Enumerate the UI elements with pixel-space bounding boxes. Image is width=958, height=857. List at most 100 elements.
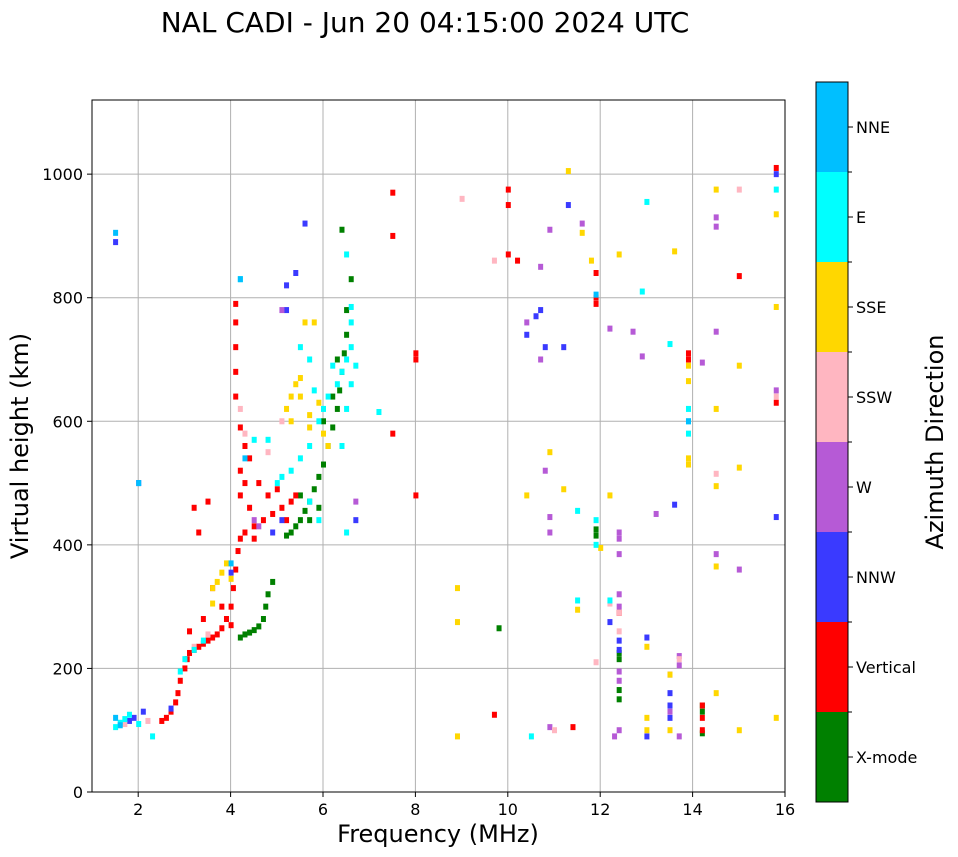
point-vertical (773, 399, 779, 406)
point-vertical (390, 430, 396, 437)
point-nnw (644, 733, 650, 740)
point-ssw (773, 393, 779, 400)
point-sse (316, 399, 322, 406)
point-sse (736, 727, 742, 734)
grid (92, 100, 785, 792)
point-e (348, 381, 354, 388)
point-x-mode (339, 226, 345, 233)
point-e (297, 344, 303, 351)
point-w (653, 510, 659, 517)
point-nne (113, 714, 119, 721)
point-x-mode (699, 708, 705, 715)
point-vertical (505, 251, 511, 258)
point-sse (736, 464, 742, 471)
point-vertical (228, 603, 234, 610)
point-e (265, 436, 271, 443)
point-sse (325, 443, 331, 449)
point-x-mode (699, 730, 705, 737)
point-nnw (113, 239, 119, 246)
point-vertical (247, 504, 253, 511)
point-e (685, 405, 691, 412)
point-w (353, 498, 359, 505)
point-ssw (676, 656, 682, 663)
point-x-mode (311, 486, 317, 493)
point-sse (214, 578, 220, 585)
point-nne (136, 480, 142, 487)
point-ssw (616, 609, 622, 616)
y-tick-label: 800 (52, 289, 83, 308)
point-x-mode (337, 387, 343, 394)
point-w (773, 387, 779, 394)
x-tick-label: 2 (133, 800, 143, 819)
point-vertical (233, 344, 239, 351)
point-vertical (279, 504, 285, 511)
point-w (547, 529, 553, 536)
point-ssw (237, 405, 243, 412)
point-x-mode (341, 350, 347, 357)
point-x-mode (260, 616, 266, 622)
point-vertical (265, 492, 271, 499)
axis-ticks: 2 4 6 8 10 12 14 16 0 200 400 600 800 1000 (42, 165, 795, 819)
point-vertical (505, 186, 511, 193)
point-e (348, 344, 354, 351)
point-nnw (773, 171, 779, 178)
colorbar-tick-label: NNE (856, 118, 890, 137)
point-nnw (168, 705, 174, 712)
point-nnw (542, 344, 548, 351)
colorbar-tick-label: Vertical (856, 658, 916, 677)
point-w (616, 591, 622, 598)
point-e (339, 443, 345, 449)
point-vertical (284, 517, 290, 524)
point-sse (524, 492, 530, 499)
point-w (538, 263, 544, 270)
point-nne (685, 418, 691, 425)
point-vertical (159, 717, 165, 724)
colorbar-label: Azimuth Direction (921, 335, 949, 550)
point-vertical (237, 535, 243, 542)
point-e (288, 467, 294, 474)
colorbar-tick-label: NNW (856, 568, 896, 587)
point-sse (575, 606, 581, 613)
point-sse (288, 418, 294, 425)
point-vertical (593, 300, 599, 307)
point-vertical (288, 498, 294, 505)
point-nnw (270, 529, 276, 536)
point-nnw (126, 717, 132, 724)
colorbar-segment (816, 262, 848, 352)
point-nnw (667, 690, 673, 697)
point-e (344, 529, 350, 536)
point-sse (210, 600, 216, 607)
point-vertical (233, 300, 239, 307)
point-e (334, 381, 340, 388)
point-ssw (607, 600, 613, 607)
point-e (182, 656, 188, 663)
point-e (200, 637, 206, 644)
point-x-mode (307, 517, 313, 524)
point-e (150, 733, 156, 740)
point-vertical (191, 504, 197, 511)
point-vertical (390, 232, 396, 239)
point-w (630, 328, 636, 335)
colorbar-frame (815, 81, 849, 803)
point-ssw (593, 659, 599, 666)
point-w (612, 733, 618, 740)
data-points (113, 164, 779, 740)
point-sse (565, 168, 571, 175)
colorbar: X-mode Vertical NNW W SSW SSE E NNE (815, 81, 917, 803)
point-x-mode (270, 578, 276, 585)
point-w (639, 353, 645, 360)
point-ssw (145, 717, 151, 724)
point-vertical (491, 711, 497, 718)
point-sse (667, 727, 673, 734)
point-w (616, 529, 622, 536)
x-tick-label: 8 (410, 800, 420, 819)
point-e (316, 418, 322, 425)
point-nnw (538, 307, 544, 314)
point-sse (644, 714, 650, 721)
point-vertical (413, 350, 419, 357)
point-vertical (205, 498, 211, 505)
point-sse (588, 257, 594, 264)
point-nne (593, 291, 599, 298)
colorbar-tick-label: SSW (856, 388, 892, 407)
point-sse (713, 483, 719, 490)
